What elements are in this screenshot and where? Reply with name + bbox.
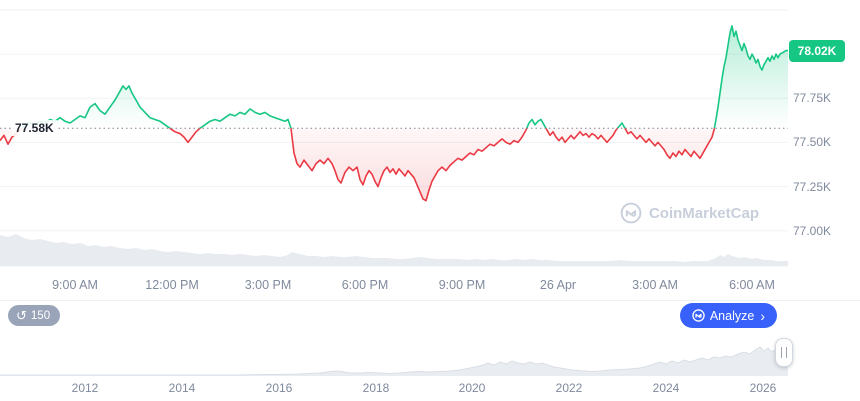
divider xyxy=(0,300,860,301)
x-axis-label: 9:00 PM xyxy=(438,278,486,292)
year-label: 2014 xyxy=(168,381,196,395)
year-label: 2024 xyxy=(652,381,680,395)
chevron-right-icon: › xyxy=(760,307,765,324)
main-chart-area[interactable]: 77.75K 77.50K 77.25K 77.00K 77.58K 78.02K C… xyxy=(0,0,860,270)
current-price-badge: 78.02K xyxy=(789,40,845,62)
y-axis-label: 77.00K xyxy=(793,224,832,238)
grip-icon xyxy=(781,347,787,358)
toolbar: ↺ 150 Analyze › xyxy=(0,301,860,330)
history-count: 150 xyxy=(30,309,51,322)
navigator-resize-handle[interactable] xyxy=(775,338,793,367)
x-axis-label: 9:00 AM xyxy=(52,278,98,292)
navigator-chart-svg xyxy=(0,346,789,376)
year-label: 2022 xyxy=(555,381,583,395)
year-label: 2016 xyxy=(265,381,293,395)
x-axis-label: 3:00 AM xyxy=(632,278,678,292)
coinmarketcap-icon xyxy=(692,309,705,322)
coinmarketcap-watermark: CoinMarketCap xyxy=(620,202,759,224)
range-navigator[interactable] xyxy=(0,330,860,377)
y-axis-label: 77.25K xyxy=(793,180,832,194)
coinmarketcap-logo-icon xyxy=(620,202,642,224)
year-label: 2012 xyxy=(71,381,99,395)
year-label: 2018 xyxy=(362,381,390,395)
baseline-price-label: 77.58K xyxy=(12,120,57,136)
y-axis-label: 77.75K xyxy=(793,91,832,105)
x-axis-label: 12:00 PM xyxy=(145,278,199,292)
history-icon: ↺ xyxy=(16,308,27,323)
history-count-badge[interactable]: ↺ 150 xyxy=(8,305,61,326)
price-chart-svg[interactable] xyxy=(0,0,860,270)
analyze-button[interactable]: Analyze › xyxy=(679,303,777,328)
watermark-text: CoinMarketCap xyxy=(648,204,759,222)
year-label: 2026 xyxy=(749,381,777,395)
x-axis-label: 6:00 AM xyxy=(729,278,775,292)
year-label: 2020 xyxy=(458,381,486,395)
x-axis-label: 3:00 PM xyxy=(244,278,292,292)
y-axis-label: 77.50K xyxy=(793,135,832,149)
x-axis-label: 26 Apr xyxy=(539,278,577,292)
x-axis-label: 6:00 PM xyxy=(341,278,389,292)
year-axis: 2012 2014 2016 2018 2020 2022 2024 2026 xyxy=(0,377,860,401)
time-axis: 9:00 AM 12:00 PM 3:00 PM 6:00 PM 9:00 PM 26 A… xyxy=(0,270,860,300)
analyze-label: Analyze xyxy=(709,308,755,323)
